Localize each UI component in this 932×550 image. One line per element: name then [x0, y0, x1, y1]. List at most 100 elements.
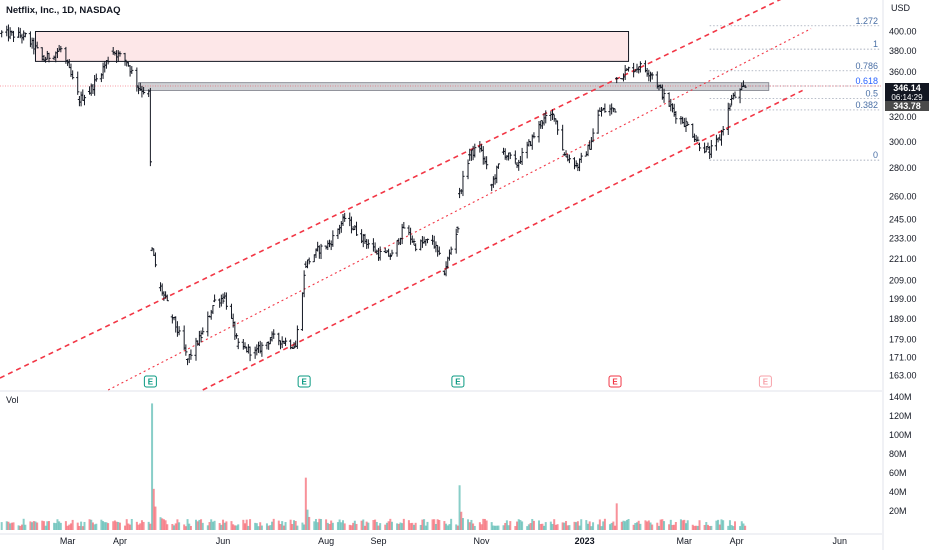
volume-bar: [93, 524, 96, 530]
ohlc-bar: [354, 221, 359, 236]
earnings-marker[interactable]: E: [758, 375, 772, 388]
volume-bar: [149, 523, 152, 530]
volume-bar: [338, 519, 341, 530]
volume-bar: [450, 518, 453, 530]
volume-bar: [291, 524, 294, 530]
volume-bar: [12, 522, 15, 530]
volume-bar: [717, 519, 720, 530]
volume-bar: [436, 519, 439, 530]
volume-bar: [576, 521, 579, 530]
volume-bar: [385, 522, 388, 530]
volume-bar: [644, 520, 647, 530]
volume-bar: [744, 525, 747, 530]
volume-bar: [614, 525, 617, 530]
fib-label: 0.382: [855, 100, 878, 110]
volume-bar: [590, 526, 593, 530]
ohlc-bar: [283, 337, 288, 346]
supply-zone: [34, 31, 630, 62]
bar-countdown: 06:14:29: [891, 93, 923, 102]
volume-bar: [365, 521, 368, 530]
ohlc-bar: [59, 45, 63, 53]
ohlc-bar: [650, 72, 654, 80]
volume-bar: [254, 522, 257, 530]
volume-bar: [115, 521, 118, 530]
secondary-price-value: 343.78: [893, 101, 921, 111]
volume-bar: [159, 517, 162, 530]
volume-bar: [456, 525, 459, 530]
y-tick-label: 163.00: [889, 371, 917, 381]
volume-bar: [734, 521, 736, 530]
volume-bar: [48, 521, 50, 530]
ohlc-bar: [456, 226, 460, 233]
earnings-marker[interactable]: E: [143, 375, 157, 388]
volume-bar: [521, 521, 524, 530]
volume-bar: [592, 522, 595, 530]
volume-bar: [336, 522, 339, 530]
volume-bar: [379, 523, 382, 530]
volume-bar: [267, 525, 270, 530]
ohlc-bar: [686, 122, 690, 127]
ohlc-bar: [142, 86, 146, 95]
x-tick-label: Apr: [730, 536, 744, 546]
volume-bar: [588, 521, 591, 530]
volume-bar: [685, 523, 687, 530]
volume-bar: [78, 525, 81, 530]
volume-bar: [20, 524, 23, 530]
volume-bar: [91, 522, 94, 530]
ohlc-bar: [496, 163, 501, 169]
volume-bar: [196, 521, 199, 530]
volume-bar: [56, 519, 59, 530]
volume-bar: [188, 523, 191, 530]
volume-bar: [64, 521, 67, 530]
volume-bar: [434, 524, 437, 530]
volume-bar: [460, 511, 463, 530]
volume-bar: [271, 521, 274, 530]
volume-bar: [715, 520, 718, 530]
ohlc-bar: [76, 71, 80, 95]
volume-bar: [129, 524, 132, 530]
volume-bar: [340, 522, 343, 530]
ohlc-bar: [508, 152, 512, 160]
volume-bar: [135, 521, 138, 530]
volume-bar: [265, 523, 268, 530]
volume-bar: [718, 524, 721, 530]
x-tick-label: Apr: [113, 536, 127, 546]
volume-bar: [352, 522, 355, 530]
volume-bar: [245, 519, 248, 530]
volume-bar: [529, 523, 532, 530]
volume-tick-label: 60M: [889, 468, 907, 478]
volume-bar: [636, 522, 638, 530]
earnings-marker[interactable]: E: [297, 375, 311, 388]
volume-bar: [164, 520, 167, 530]
volume-bar: [448, 524, 451, 530]
volume-bar: [42, 521, 45, 530]
earnings-marker[interactable]: E: [608, 375, 622, 388]
volume-bar: [610, 522, 613, 530]
volume-bar: [198, 519, 201, 530]
volume-bar: [68, 524, 71, 530]
volume-bar: [470, 519, 473, 530]
volume-bar: [200, 519, 203, 530]
ohlc-bar: [728, 103, 732, 111]
volume-bar: [24, 524, 27, 530]
volume-bar: [646, 521, 649, 530]
volume-bar: [473, 525, 476, 530]
volume-bar: [494, 525, 497, 530]
earnings-marker[interactable]: E: [451, 375, 465, 388]
volume-bar: [103, 522, 106, 530]
volume-bar: [681, 520, 684, 530]
volume-bar: [284, 522, 287, 530]
volume-bar: [249, 519, 252, 530]
volume-bar: [505, 520, 508, 530]
volume-bar: [516, 521, 519, 530]
chart-title: Netflix, Inc., 1D, NASDAQ: [6, 5, 121, 16]
volume-bar: [81, 526, 84, 530]
x-tick-label: Aug: [318, 536, 334, 546]
ohlc-bar: [485, 156, 489, 170]
volume-bar: [208, 522, 211, 530]
volume-bar: [174, 523, 177, 530]
volume-bar: [414, 522, 417, 530]
volume-bar: [443, 521, 446, 530]
